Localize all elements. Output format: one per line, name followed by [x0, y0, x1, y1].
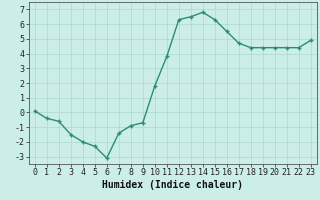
- X-axis label: Humidex (Indice chaleur): Humidex (Indice chaleur): [102, 180, 243, 190]
